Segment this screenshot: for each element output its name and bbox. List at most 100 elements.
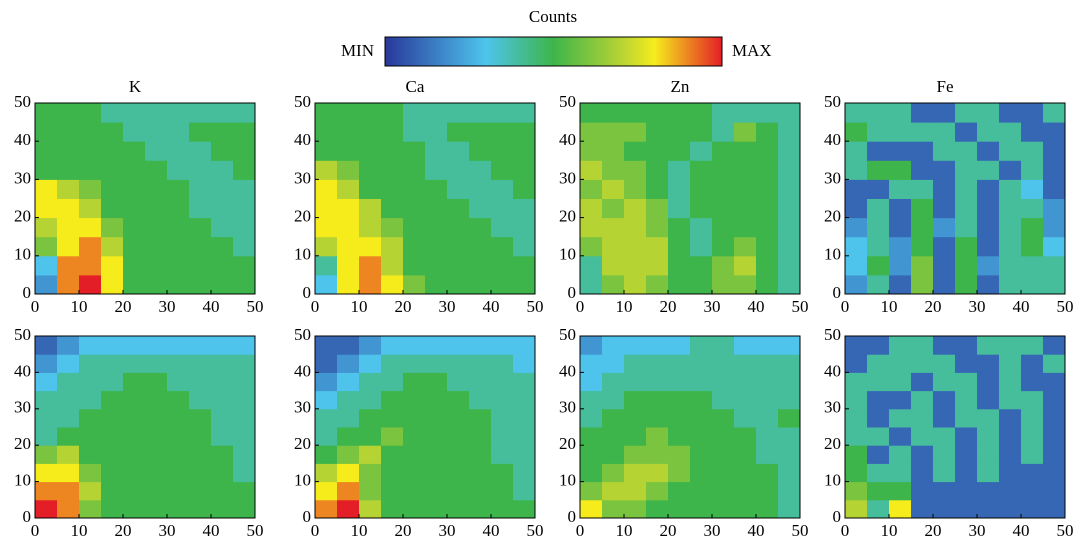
heat-cell — [381, 218, 404, 238]
heat-cell — [167, 500, 190, 519]
heat-cell — [668, 427, 691, 446]
heat-cell — [381, 336, 404, 355]
heat-cell — [57, 427, 80, 446]
heat-cell — [337, 336, 360, 355]
heat-cell — [668, 463, 691, 482]
heat-cell — [469, 354, 492, 373]
heat-cell — [167, 237, 190, 257]
heat-cell — [646, 122, 669, 142]
heat-cell — [933, 427, 956, 446]
heat-cell — [756, 427, 779, 446]
heat-cell — [646, 482, 669, 501]
y-tick-label: 10 — [824, 245, 841, 264]
heat-cell — [359, 141, 382, 161]
heat-cell — [911, 141, 934, 161]
heat-cell — [624, 275, 647, 295]
heat-cell — [315, 409, 338, 428]
heat-cell — [845, 256, 868, 276]
heat-cell — [359, 354, 382, 373]
heat-cell — [690, 160, 713, 180]
x-tick-label: 50 — [1057, 297, 1074, 316]
heat-cell — [233, 122, 256, 142]
heat-cell — [889, 427, 912, 446]
heat-cell — [1021, 256, 1044, 276]
heat-cell — [491, 336, 514, 355]
heat-cell — [955, 256, 978, 276]
y-tick-label: 50 — [14, 92, 31, 111]
heat-cell — [189, 409, 212, 428]
heat-cell — [145, 354, 168, 373]
heat-cell — [999, 103, 1022, 123]
heat-cell — [646, 336, 669, 355]
heat-cell — [911, 256, 934, 276]
heat-cell — [447, 391, 470, 410]
heat-cell — [35, 103, 58, 123]
heat-cell — [145, 463, 168, 482]
heat-cell — [233, 160, 256, 180]
heat-cell — [977, 122, 1000, 142]
heat-cell — [79, 103, 102, 123]
heat-cell — [123, 500, 146, 519]
heat-cell — [668, 275, 691, 295]
heat-cell — [580, 275, 603, 295]
heat-cell — [79, 482, 102, 501]
heat-cell — [337, 122, 360, 142]
heat-cell — [403, 160, 426, 180]
heat-cell — [35, 199, 58, 219]
y-tick-label: 40 — [559, 361, 576, 380]
heat-cell — [123, 391, 146, 410]
y-tick-label: 0 — [23, 283, 32, 302]
heat-cell — [233, 354, 256, 373]
y-tick-label: 50 — [14, 325, 31, 344]
heat-cell — [668, 482, 691, 501]
x-tick-label: 50 — [792, 297, 809, 316]
heat-cell — [889, 199, 912, 219]
heat-cell — [1043, 427, 1066, 446]
heat-cell — [955, 372, 978, 391]
colorbar — [385, 37, 722, 66]
heat-cell — [845, 160, 868, 180]
heat-cell — [955, 427, 978, 446]
heat-cell — [955, 237, 978, 257]
heat-cell — [35, 256, 58, 276]
heat-cell — [337, 391, 360, 410]
heat-cell — [933, 409, 956, 428]
heat-cell — [359, 179, 382, 199]
heat-cell — [977, 445, 1000, 464]
heat-cell — [145, 237, 168, 257]
heat-cell — [845, 122, 868, 142]
heat-cell — [624, 218, 647, 238]
heat-cell — [911, 372, 934, 391]
heat-cell — [933, 275, 956, 295]
heat-cell — [233, 445, 256, 464]
x-tick-label: 20 — [660, 297, 677, 316]
heat-cell — [889, 500, 912, 519]
heat-cell — [712, 354, 735, 373]
heat-cell — [211, 500, 234, 519]
heat-cell — [513, 160, 536, 180]
heat-cell — [845, 391, 868, 410]
heat-cell — [359, 103, 382, 123]
heat-cell — [123, 354, 146, 373]
heat-cell — [211, 409, 234, 428]
heat-cell — [933, 445, 956, 464]
heat-cell — [668, 160, 691, 180]
heat-cell — [977, 409, 1000, 428]
heat-cell — [668, 354, 691, 373]
heat-cell — [167, 218, 190, 238]
y-tick-label: 20 — [14, 207, 31, 226]
heat-cell — [167, 336, 190, 355]
heat-cell — [778, 445, 801, 464]
heat-cell — [189, 482, 212, 501]
heat-cell — [845, 141, 868, 161]
heat-cell — [999, 160, 1022, 180]
heat-cell — [845, 199, 868, 219]
heat-cell — [977, 354, 1000, 373]
heat-cell — [624, 354, 647, 373]
heat-cell — [999, 372, 1022, 391]
heat-cell — [889, 463, 912, 482]
heat-cell — [712, 141, 735, 161]
x-tick-label: 50 — [1057, 521, 1074, 540]
heat-cell — [359, 275, 382, 295]
